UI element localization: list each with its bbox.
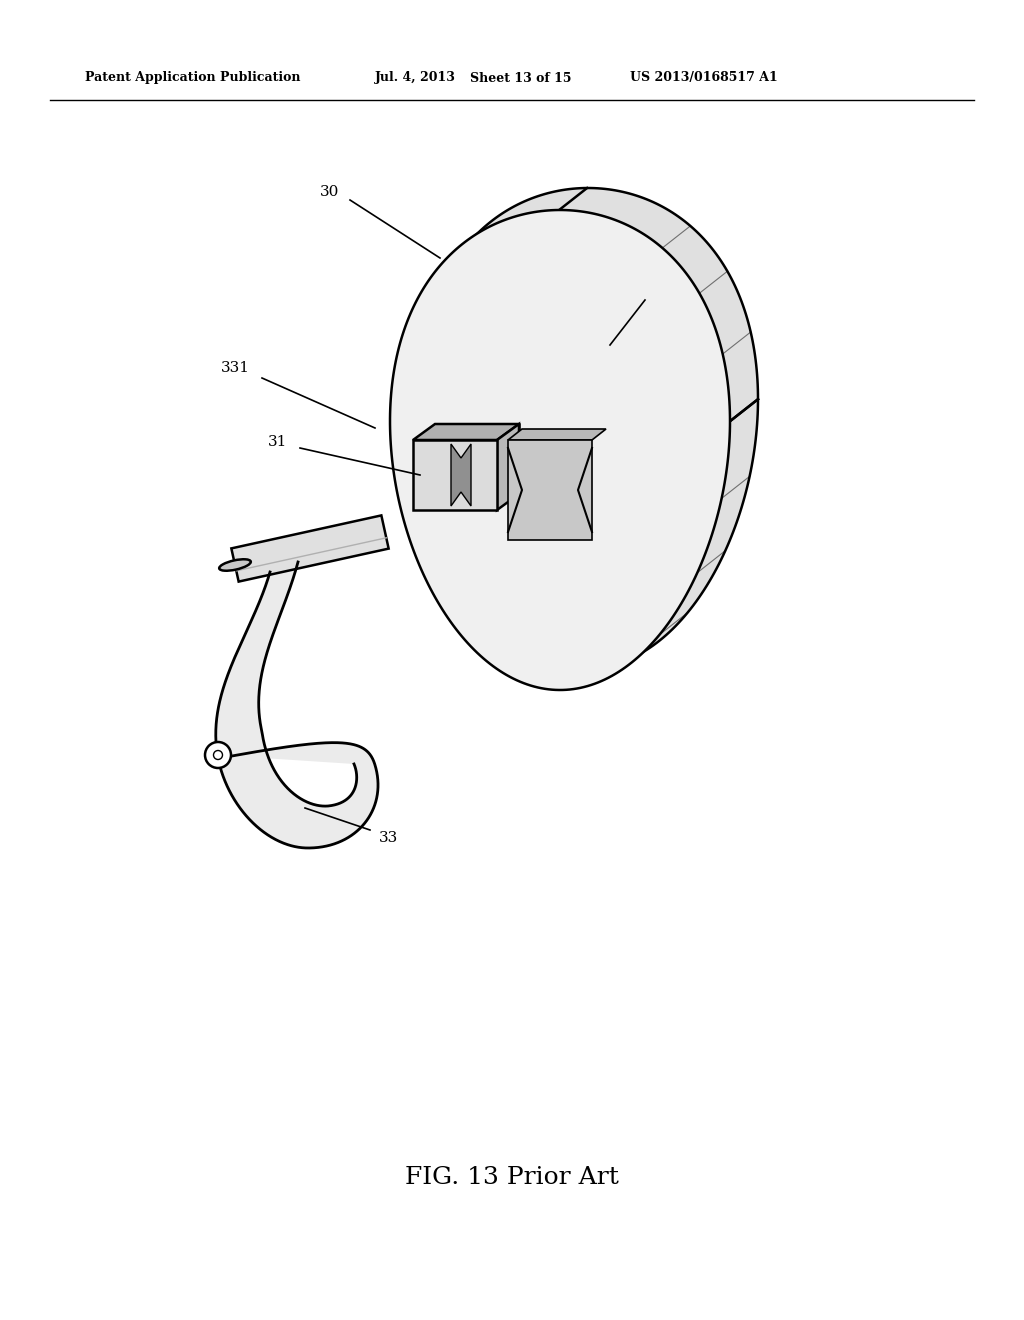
Text: 331: 331 — [220, 360, 250, 375]
Text: US 2013/0168517 A1: US 2013/0168517 A1 — [630, 71, 778, 84]
Text: 30: 30 — [321, 185, 340, 199]
Text: Jul. 4, 2013: Jul. 4, 2013 — [375, 71, 456, 84]
Polygon shape — [413, 440, 497, 510]
Text: Sheet 13 of 15: Sheet 13 of 15 — [470, 71, 571, 84]
Circle shape — [213, 751, 222, 759]
Polygon shape — [508, 429, 606, 440]
Polygon shape — [231, 515, 389, 582]
Polygon shape — [216, 562, 378, 847]
Polygon shape — [390, 210, 730, 690]
Text: FIG. 13 Prior Art: FIG. 13 Prior Art — [406, 1167, 618, 1189]
Polygon shape — [508, 440, 592, 540]
Polygon shape — [451, 444, 471, 506]
Text: Patent Application Publication: Patent Application Publication — [85, 71, 300, 84]
Polygon shape — [413, 424, 519, 440]
Text: 31: 31 — [268, 436, 288, 449]
Polygon shape — [418, 187, 758, 668]
Polygon shape — [435, 424, 519, 494]
Text: 33: 33 — [379, 832, 397, 845]
Polygon shape — [497, 424, 519, 510]
Text: 32: 32 — [648, 286, 668, 300]
Ellipse shape — [219, 560, 251, 570]
Circle shape — [205, 742, 231, 768]
